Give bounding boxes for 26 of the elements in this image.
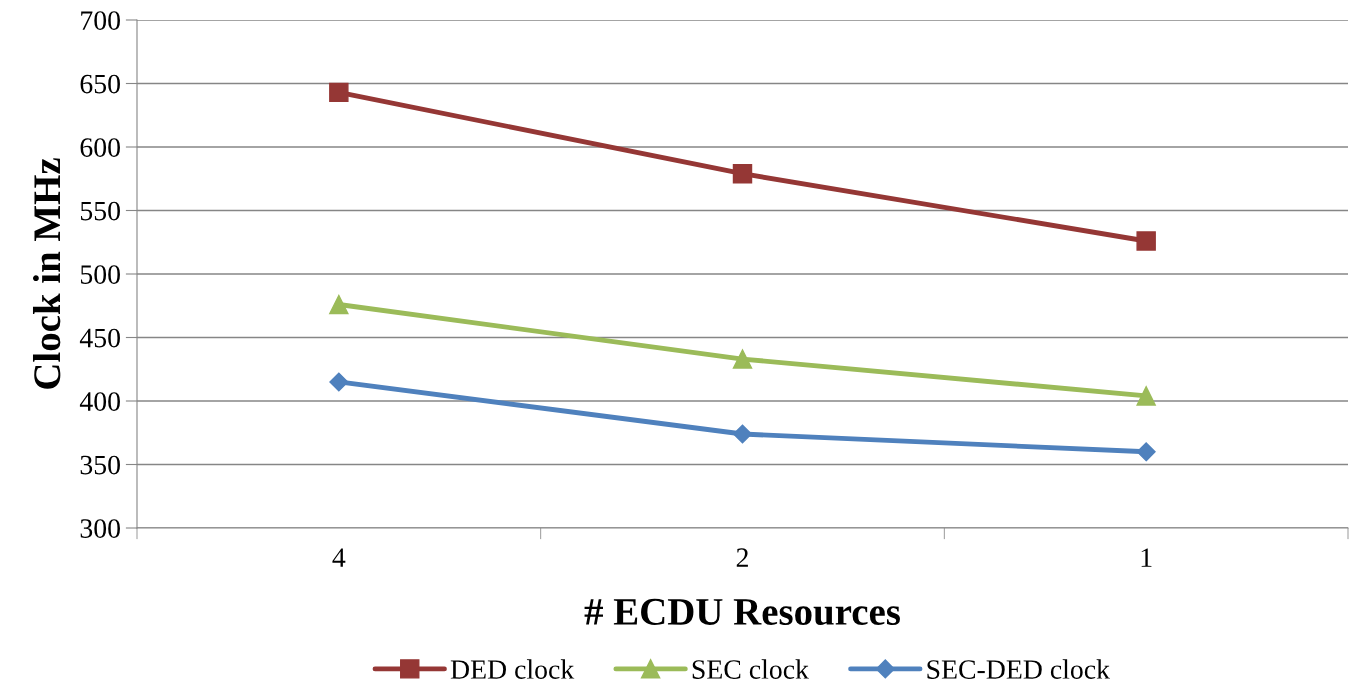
y-tick-label: 350 xyxy=(80,455,120,475)
y-tick-label: 550 xyxy=(80,201,120,221)
x-tick-label: 4 xyxy=(332,548,346,567)
point xyxy=(732,424,753,444)
point xyxy=(329,372,349,392)
legend-label: SEC clock xyxy=(692,659,809,679)
x-axis-title: # ECDU Resources xyxy=(584,598,900,626)
y-tick-label: 700 xyxy=(81,11,120,30)
point xyxy=(732,349,753,369)
point xyxy=(1136,442,1156,462)
point xyxy=(329,82,349,103)
y-tick-label: 300 xyxy=(80,519,120,538)
legend-label: SEC-DED clock xyxy=(927,659,1110,679)
point xyxy=(329,294,349,315)
y-axis-title: Clock in MHz xyxy=(32,158,61,389)
point xyxy=(732,163,753,184)
y-tick-label: 650 xyxy=(80,74,120,94)
legend-label: DED clock xyxy=(450,659,575,679)
y-tick-label: 500 xyxy=(80,265,120,284)
y-tick-label: 600 xyxy=(80,138,120,157)
y-tick-label: 450 xyxy=(79,328,120,348)
x-tick-label: 1 xyxy=(1141,548,1152,567)
point xyxy=(1136,231,1156,251)
y-tick-label: 400 xyxy=(79,392,120,411)
x-tick-label: 2 xyxy=(736,548,748,567)
point xyxy=(1136,386,1156,406)
